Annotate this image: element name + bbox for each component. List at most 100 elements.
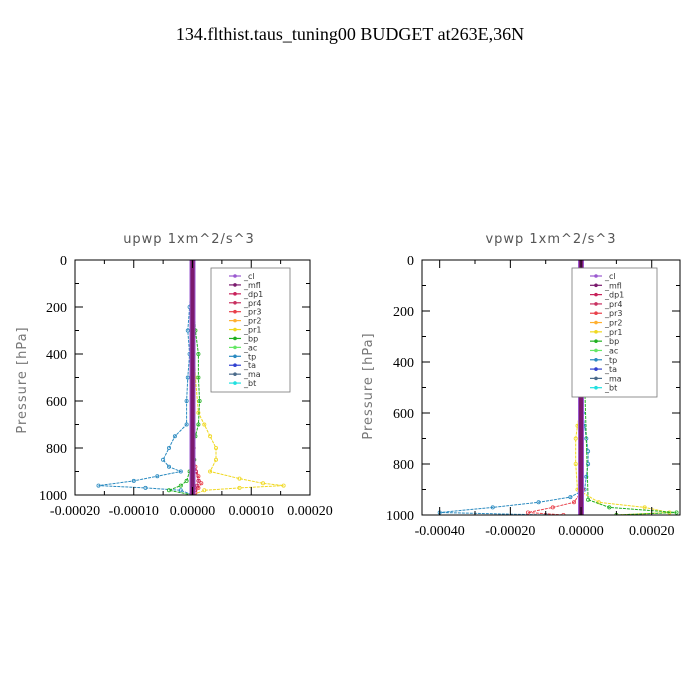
legend-marker [233,336,237,341]
legend-marker [233,381,237,385]
data-point [573,461,578,466]
legend-marker [594,376,598,381]
data-point [196,351,201,356]
data-point [166,488,171,493]
legend-marker [594,320,598,325]
legend-label: _mfl [243,281,261,290]
data-point [202,488,207,493]
legend-marker [594,274,598,278]
legend-marker [233,300,237,305]
legend-marker [594,292,598,297]
y-tick-label: 800 [46,442,67,457]
data-point [178,483,183,488]
data-point [178,488,183,493]
legend-marker [594,385,598,390]
legend-label: _cl [604,272,616,281]
legend-marker [233,345,237,350]
y-tick-label: 1000 [386,509,414,524]
data-point [213,457,218,462]
chart-title-upwp: upwp 1xm^2/s^3 [123,232,255,247]
data-point [161,457,166,462]
x-tick-label: 0.00000 [170,504,216,519]
legend-label: _ma [604,374,622,383]
data-point [596,500,601,505]
data-point [166,464,171,469]
y-tick-label: 0 [60,254,67,269]
legend-label: _pr2 [604,319,622,328]
legend-box [571,267,658,398]
legend-marker [233,372,237,376]
legend-marker [594,311,598,316]
x-tick-label: -0.00010 [109,504,159,519]
data-point [237,476,242,481]
legend-label: _tp [604,356,617,365]
data-point [196,410,201,415]
data-point [586,497,591,502]
legend-label: _mfl [604,281,622,290]
legend-label: _ma [243,370,261,379]
data-point [178,469,183,474]
legend-marker [233,283,237,287]
data-point [490,505,495,510]
data-point [202,422,207,427]
legend-label: _bt [604,384,617,393]
legend-label: _ac [243,343,257,352]
legend-upwp: _cl_mfl_dp1_pr4_pr3_pr2_pr1_bp_ac_tp_ta_… [210,267,291,393]
legend-marker [233,363,237,368]
series-line-tp [98,260,193,495]
y-tick-label: 1000 [39,489,67,504]
data-point [195,483,200,488]
data-point [184,398,189,403]
data-point [213,445,218,450]
data-point [166,445,171,450]
legend-marker [233,327,237,332]
legend-marker [594,367,598,371]
data-point [607,505,612,510]
legend-marker [233,274,237,278]
data-point [281,483,286,488]
legend-label: _pr2 [243,317,261,326]
x-tick-label: -0.00040 [415,524,465,539]
y-axis-label-upwp: Pressure [hPa] [15,326,30,433]
legend-label: _dp1 [604,291,624,300]
x-tick-label: 0.00000 [558,524,604,539]
data-point [526,510,531,515]
legend-label: _ac [604,346,618,355]
data-point [185,375,190,380]
y-tick-label: 600 [46,395,67,410]
y-tick-label: 600 [393,407,414,422]
chart-title-vpwp: vpwp 1xm^2/s^3 [485,232,616,247]
data-point [143,485,148,490]
legend-vpwp: _cl_mfl_dp1_pr4_pr3_pr2_pr1_bp_ac_tp_ta_… [571,267,658,398]
series-line-dp1 [192,260,199,495]
legend-label: _ta [243,361,256,370]
y-tick-label: 800 [393,458,414,473]
series-line-pr3 [527,260,584,515]
data-point [199,481,204,486]
data-point [573,436,578,441]
data-point [237,485,242,490]
y-tick-label: 400 [393,356,414,371]
legend-marker [233,292,237,296]
data-point [568,495,573,500]
legend-marker [594,330,598,334]
legend-label: _bt [243,379,256,388]
x-tick-label: 0.00020 [629,524,675,539]
legend-marker [233,309,237,314]
legend-box [210,267,291,393]
legend-label: _pr3 [243,308,261,317]
legend-label: _cl [243,272,255,281]
data-point [561,513,566,515]
data-point [185,328,190,333]
series-line-bp [580,260,677,515]
legend-marker [594,302,598,306]
legend-marker [233,318,237,323]
x-tick-label: -0.00020 [50,504,100,519]
legend-marker [594,283,598,288]
data-point [536,500,541,505]
legend-label: _pr4 [604,300,622,309]
data-point [208,434,213,439]
legend-marker [594,339,598,343]
y-tick-label: 200 [46,301,67,316]
legend-marker [594,348,598,353]
